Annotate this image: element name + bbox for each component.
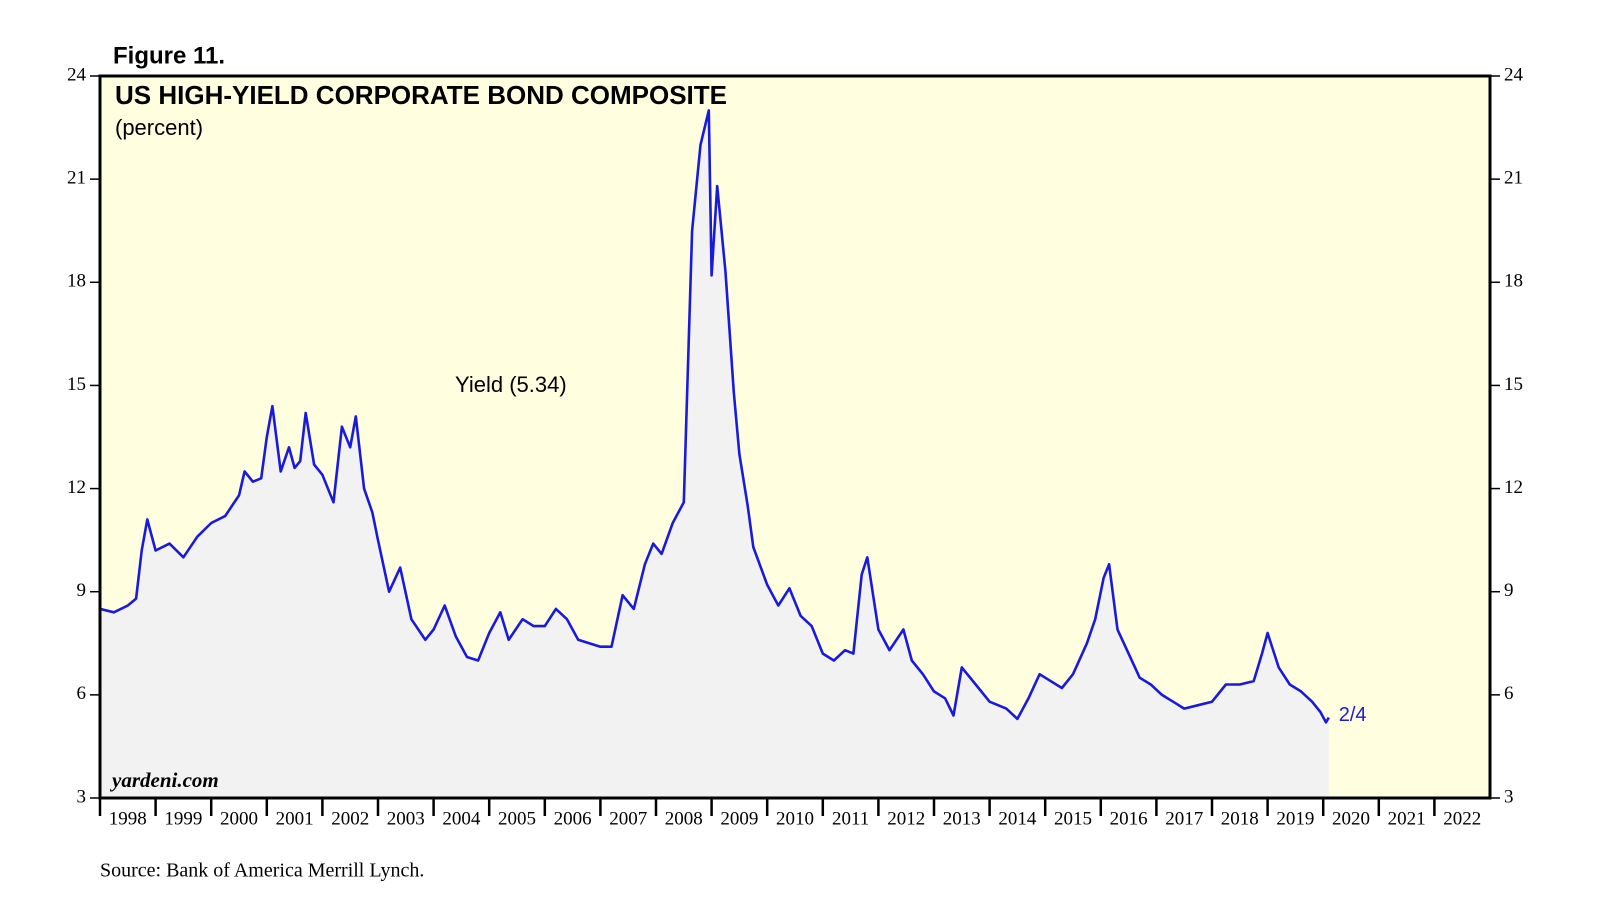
- y2-tick-label: 21: [1504, 168, 1523, 189]
- line: [99, 109, 1330, 724]
- y-tick-label: 12: [67, 477, 86, 498]
- x-tick-label: 2006: [554, 808, 592, 829]
- x-tick-label: 2009: [720, 808, 758, 829]
- x-tick-label: 2020: [1332, 808, 1370, 829]
- x-tick-label: 2007: [609, 808, 647, 829]
- y-tick-label: 3: [77, 786, 87, 807]
- y-tick-label: 9: [77, 580, 87, 601]
- x-tick-label: 2012: [887, 808, 925, 829]
- x-tick-label: 2015: [1054, 808, 1092, 829]
- x-tick-label: 2005: [498, 808, 536, 829]
- y2-tick-label: 9: [1504, 580, 1514, 601]
- y2-tick-label: 3: [1504, 786, 1514, 807]
- x-tick-label: 2010: [776, 808, 814, 829]
- x-tick-label: 2011: [832, 808, 869, 829]
- x-tick-label: 2019: [1276, 808, 1314, 829]
- y-tick-label: 6: [77, 683, 87, 704]
- y-tick-label: 24: [67, 64, 87, 85]
- x-tick-label: 2001: [276, 808, 314, 829]
- watermark: yardeni.com: [109, 768, 219, 792]
- x-tick-label: 2013: [943, 808, 981, 829]
- plot-border: [98, 74, 1492, 800]
- y2-tick-label: 18: [1504, 271, 1523, 292]
- x-tick-label: 2014: [998, 808, 1037, 829]
- x-tick-label: 2022: [1443, 808, 1481, 829]
- y-tick-label: 21: [67, 168, 86, 189]
- chart-title: US HIGH-YIELD CORPORATE BOND COMPOSITE: [115, 80, 727, 110]
- y2-tick-label: 24: [1504, 64, 1524, 85]
- x-tick-label: 2008: [665, 808, 703, 829]
- x-tick-label: 2016: [1110, 808, 1148, 829]
- y2-tick-label: 15: [1504, 374, 1523, 395]
- y2-tick-label: 12: [1504, 477, 1523, 498]
- x-tick-label: 1999: [164, 808, 202, 829]
- end-label: 2/4: [1339, 704, 1367, 726]
- x-tick-label: 2003: [387, 808, 425, 829]
- y2-tick-label: 6: [1504, 683, 1514, 704]
- area: [100, 110, 1329, 798]
- x-tick-label: 2002: [331, 808, 369, 829]
- x-tick-label: 2021: [1388, 808, 1426, 829]
- x-tick-label: 2018: [1221, 808, 1259, 829]
- y-tick-label: 15: [67, 374, 86, 395]
- source: Source: Bank of America Merrill Lynch.: [100, 860, 424, 882]
- x-tick-label: 1998: [109, 808, 147, 829]
- figure-label: Figure 11.: [113, 42, 225, 69]
- x-tick-label: 2004: [442, 808, 481, 829]
- x-tick-label: 2000: [220, 808, 258, 829]
- x-tick-label: 2017: [1165, 808, 1203, 829]
- chart-subtitle: (percent): [115, 115, 203, 140]
- legend-label: Yield (5.34): [455, 372, 567, 397]
- y-tick-label: 18: [67, 271, 86, 292]
